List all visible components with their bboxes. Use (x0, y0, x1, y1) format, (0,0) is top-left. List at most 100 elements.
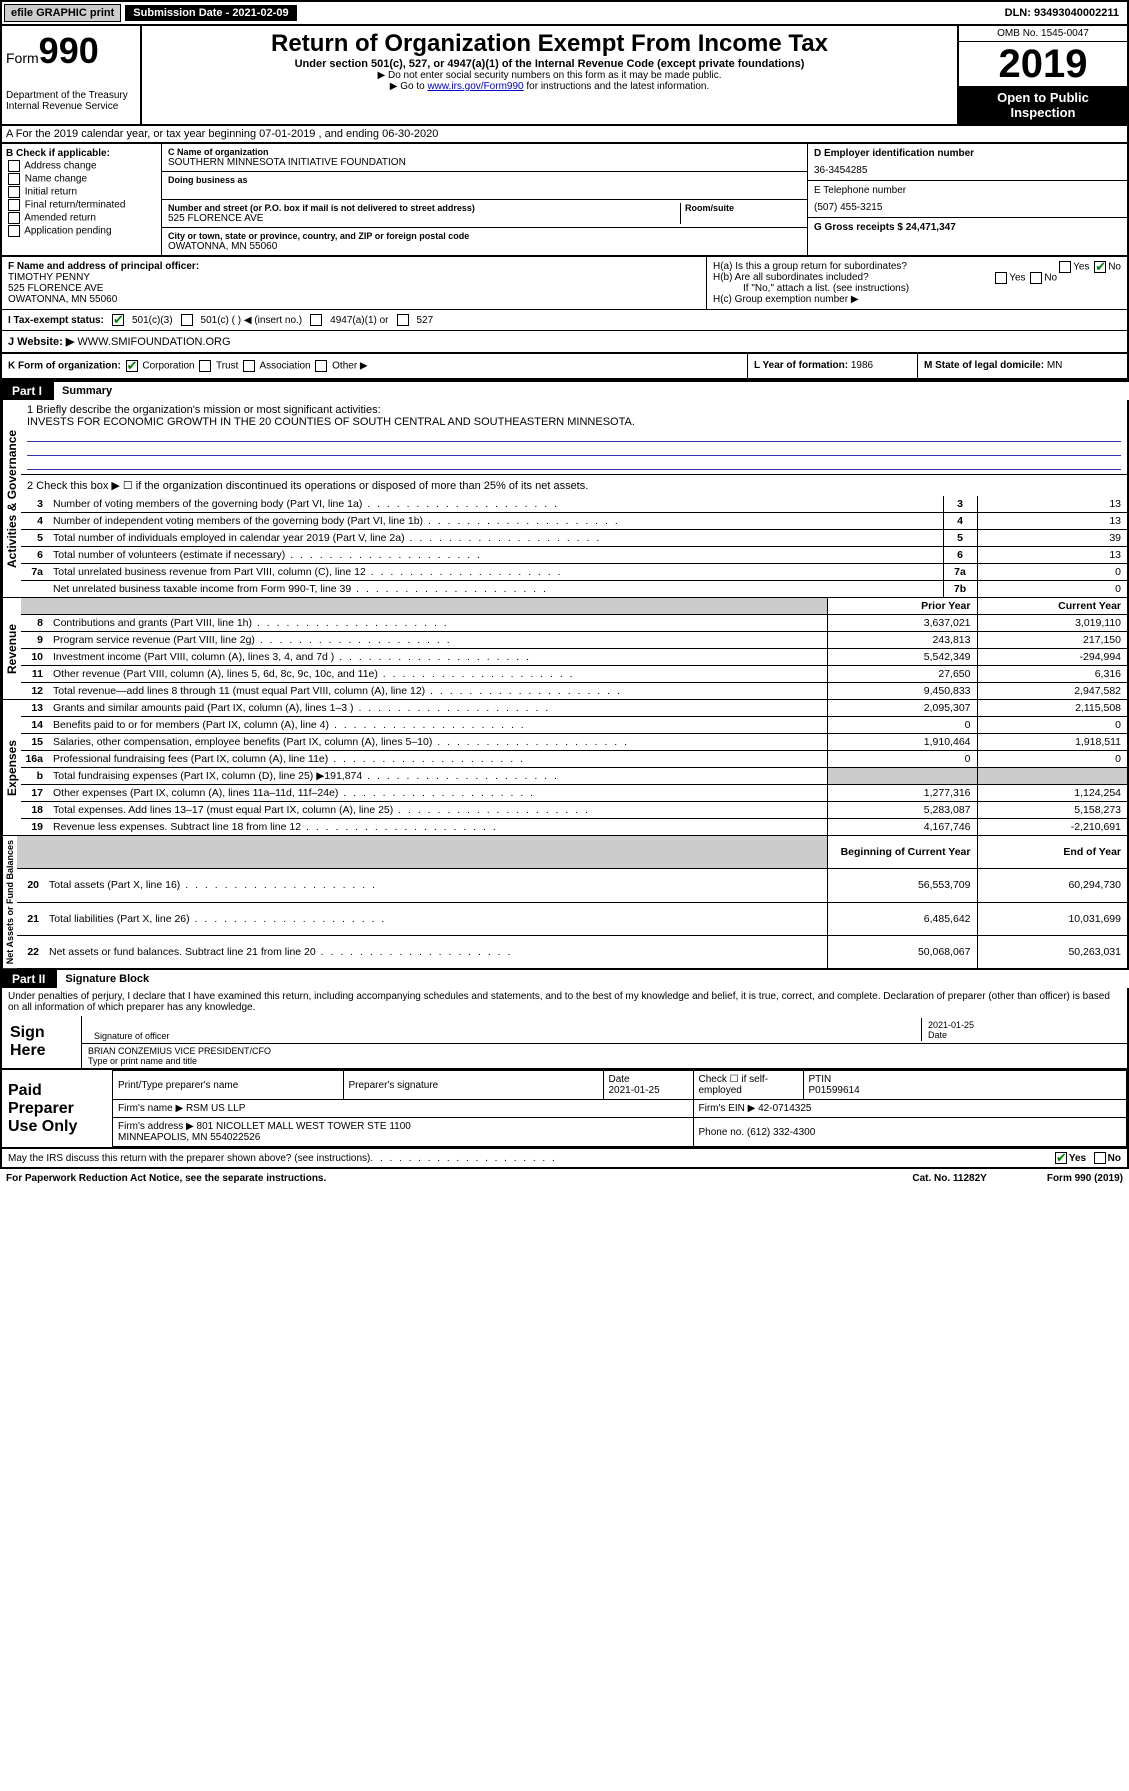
dept-treasury: Department of the Treasury (6, 90, 136, 101)
omb-number: OMB No. 1545-0047 (959, 26, 1127, 42)
chk-other[interactable] (315, 360, 327, 372)
prep-date-label: Date (609, 1074, 630, 1085)
hb-yes[interactable] (995, 272, 1007, 284)
vert-expenses: Expenses (2, 700, 21, 835)
efile-button[interactable]: efile GRAPHIC print (4, 4, 121, 22)
vert-governance: Activities & Governance (2, 400, 21, 597)
form-number: 990 (39, 30, 99, 71)
table-header-row: Prior YearCurrent Year (21, 598, 1127, 615)
chk-amended-return[interactable]: Amended return (6, 212, 157, 224)
ha-no[interactable] (1094, 261, 1106, 273)
phone-label: Phone no. (699, 1127, 745, 1138)
org-name-label: C Name of organization (168, 147, 801, 157)
hc-question: H(c) Group exemption number ▶ (713, 294, 1121, 305)
firm-addr-label: Firm's address ▶ (118, 1121, 194, 1132)
chk-name-change[interactable]: Name change (6, 173, 157, 185)
header-left: Form990 Department of the Treasury Inter… (2, 26, 142, 124)
open-to-public: Open to Public Inspection (959, 86, 1127, 124)
chk-final-return[interactable]: Final return/terminated (6, 199, 157, 211)
chk-527[interactable] (397, 314, 409, 326)
expenses-section: Expenses 13Grants and similar amounts pa… (0, 700, 1129, 836)
form-title: Return of Organization Exempt From Incom… (146, 30, 953, 58)
irs-label: Internal Revenue Service (6, 101, 136, 112)
table-row: 16aProfessional fundraising fees (Part I… (21, 751, 1127, 768)
dba-label: Doing business as (168, 175, 801, 185)
footer-bar: For Paperwork Reduction Act Notice, see … (0, 1169, 1129, 1188)
governance-table: 3Number of voting members of the governi… (21, 496, 1127, 597)
table-row: 11Other revenue (Part VIII, column (A), … (21, 666, 1127, 683)
chk-trust[interactable] (199, 360, 211, 372)
room-label: Room/suite (685, 203, 801, 213)
chk-4947[interactable] (310, 314, 322, 326)
section-f: F Name and address of principal officer:… (2, 257, 707, 309)
table-header-row: Beginning of Current YearEnd of Year (17, 836, 1127, 869)
table-row: 9Program service revenue (Part VIII, lin… (21, 632, 1127, 649)
chk-address-change[interactable]: Address change (6, 160, 157, 172)
dln: DLN: 93493040002211 (997, 5, 1127, 21)
chk-initial-return[interactable]: Initial return (6, 186, 157, 198)
chk-501c[interactable] (181, 314, 193, 326)
sig-date-label: Date (928, 1030, 1115, 1040)
section-l: L Year of formation: 1986 (747, 354, 917, 378)
officer-name: TIMOTHY PENNY (8, 272, 700, 283)
prep-self-employed[interactable]: Check ☐ if self-employed (699, 1074, 769, 1096)
revenue-section: Revenue Prior YearCurrent Year8Contribut… (0, 598, 1129, 700)
submission-date: Submission Date - 2021-02-09 (125, 5, 296, 21)
officer-addr2: OWATONNA, MN 55060 (8, 294, 700, 305)
q1-label: 1 Briefly describe the organization's mi… (27, 404, 1121, 416)
section-d: D Employer identification number 36-3454… (807, 144, 1127, 255)
firm-ein: 42-0714325 (758, 1103, 811, 1114)
header-right: OMB No. 1545-0047 2019 Open to Public In… (957, 26, 1127, 124)
expenses-table: 13Grants and similar amounts paid (Part … (21, 700, 1127, 835)
table-row: 17Other expenses (Part IX, column (A), l… (21, 785, 1127, 802)
chk-501c3[interactable] (112, 314, 124, 326)
table-row: 3Number of voting members of the governi… (21, 496, 1127, 513)
ein-label: D Employer identification number (814, 148, 1121, 159)
sig-officer-label: Signature of officer (94, 1031, 169, 1041)
table-row: 13Grants and similar amounts paid (Part … (21, 700, 1127, 717)
chk-application-pending[interactable]: Application pending (6, 225, 157, 237)
table-row: 7aTotal unrelated business revenue from … (21, 564, 1127, 581)
netassets-section: Net Assets or Fund Balances Beginning of… (0, 836, 1129, 970)
part1-header: Part I Summary (0, 380, 1129, 400)
officer-typed-name: BRIAN CONZEMIUS VICE PRESIDENT/CFO (88, 1046, 1121, 1056)
row-fh: F Name and address of principal officer:… (0, 257, 1129, 310)
table-row: 20Total assets (Part X, line 16)56,553,7… (17, 869, 1127, 903)
chk-assoc[interactable] (243, 360, 255, 372)
hb-question: H(b) Are all subordinates included? Yes … (713, 272, 1121, 283)
table-row: 6Total number of volunteers (estimate if… (21, 547, 1127, 564)
discuss-no[interactable] (1094, 1152, 1106, 1164)
section-c: C Name of organization SOUTHERN MINNESOT… (162, 144, 807, 255)
city-value: OWATONNA, MN 55060 (168, 241, 801, 252)
mission-text: INVESTS FOR ECONOMIC GROWTH IN THE 20 CO… (27, 416, 1121, 428)
row-i: I Tax-exempt status: 501(c)(3) 501(c) ( … (0, 310, 1129, 331)
tel-label: E Telephone number (814, 185, 1121, 196)
form-header: Form990 Department of the Treasury Inter… (0, 26, 1129, 126)
row-klm: K Form of organization: Corporation Trus… (0, 354, 1129, 380)
paid-prep-label: Paid Preparer Use Only (2, 1070, 112, 1147)
table-row: 14Benefits paid to or for members (Part … (21, 717, 1127, 734)
tel-value: (507) 455-3215 (814, 202, 1121, 213)
vert-revenue: Revenue (2, 598, 21, 699)
form-note-ssn: ▶ Do not enter social security numbers o… (146, 70, 953, 81)
ha-question: H(a) Is this a group return for subordin… (713, 261, 1121, 272)
table-row: 10Investment income (Part VIII, column (… (21, 649, 1127, 666)
section-b-title: B Check if applicable: (6, 148, 157, 159)
discuss-yes[interactable] (1055, 1152, 1067, 1164)
firm-ein-label: Firm's EIN ▶ (699, 1103, 756, 1114)
part2-title: Signature Block (57, 971, 157, 987)
chk-corp[interactable] (126, 360, 138, 372)
top-bar: efile GRAPHIC print Submission Date - 20… (0, 0, 1129, 26)
officer-typed-label: Type or print name and title (88, 1056, 1121, 1066)
hb-no[interactable] (1030, 272, 1042, 284)
city-label: City or town, state or province, country… (168, 231, 801, 241)
irs-link[interactable]: www.irs.gov/Form990 (427, 81, 523, 92)
ptin-label: PTIN (809, 1074, 832, 1085)
paid-preparer-section: Paid Preparer Use Only Print/Type prepar… (0, 1070, 1129, 1149)
table-row: 19Revenue less expenses. Subtract line 1… (21, 819, 1127, 836)
ha-yes[interactable] (1059, 261, 1071, 273)
gross-receipts: G Gross receipts $ 24,471,347 (814, 222, 1121, 233)
section-h: H(a) Is this a group return for subordin… (707, 257, 1127, 309)
website-value: WWW.SMIFOUNDATION.ORG (77, 336, 230, 348)
officer-addr1: 525 FLORENCE AVE (8, 283, 700, 294)
